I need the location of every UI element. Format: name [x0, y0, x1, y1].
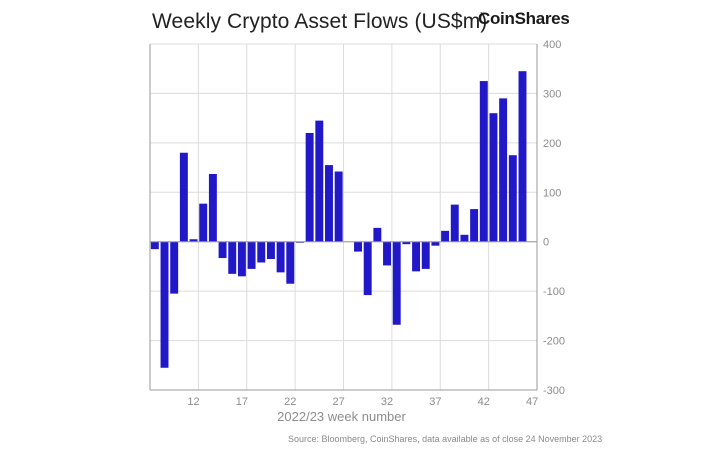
x-tick-label: 27 — [333, 396, 345, 408]
y-tick-label: 300 — [543, 88, 561, 100]
y-tick-label: 100 — [543, 187, 561, 199]
bar-week-40 — [460, 234, 469, 242]
x-tick-label: 22 — [284, 396, 296, 408]
bar-week-10 — [170, 241, 179, 294]
bar-week-42 — [479, 81, 488, 242]
bar-week-43 — [489, 113, 498, 242]
bar-week-46 — [518, 71, 527, 242]
bar-week-41 — [470, 209, 479, 242]
bar-week-16 — [228, 241, 237, 274]
y-tick-label: 400 — [543, 39, 561, 51]
bar-week-11 — [179, 152, 188, 242]
bar-week-22 — [286, 241, 295, 284]
y-tick-label: -100 — [543, 286, 565, 298]
bar-week-13 — [199, 203, 208, 242]
bar-week-33 — [392, 241, 401, 325]
source-note: Source: Bloomberg, CoinShares, data avai… — [288, 434, 603, 444]
bar-week-34 — [402, 241, 411, 245]
bar-week-38 — [441, 230, 450, 242]
x-tick-label: 17 — [236, 396, 248, 408]
x-tick-label: 37 — [429, 396, 441, 408]
bar-week-15 — [218, 241, 227, 259]
bar-week-8 — [150, 241, 159, 250]
bar-week-32 — [383, 241, 392, 266]
bar-week-35 — [412, 241, 421, 272]
y-tick-label: 200 — [543, 138, 561, 150]
chart-title: Weekly Crypto Asset Flows (US$m) — [152, 10, 488, 33]
bar-week-37 — [431, 241, 440, 246]
bar-week-45 — [508, 155, 517, 242]
bar-week-29 — [354, 241, 362, 252]
bar-week-31 — [373, 227, 382, 242]
y-tick-label: 0 — [543, 237, 549, 249]
bar-week-20 — [266, 241, 275, 260]
coinshares-logo: CoinShares — [478, 9, 570, 28]
bar-week-30 — [363, 241, 372, 296]
bar-week-19 — [257, 241, 266, 263]
bar-week-12 — [189, 239, 198, 242]
x-tick-label: 47 — [526, 396, 538, 408]
x-tick-label: 42 — [478, 396, 490, 408]
x-tick-label: 12 — [187, 396, 199, 408]
x-axis-label: 2022/23 week number — [277, 409, 406, 424]
bar-week-24 — [305, 132, 314, 242]
bar-week-26 — [325, 165, 333, 242]
bar-week-18 — [247, 241, 256, 269]
y-tick-label: -300 — [543, 385, 565, 397]
bar-week-21 — [276, 241, 285, 273]
bar-week-9 — [160, 241, 169, 368]
y-tick-label: -200 — [543, 336, 565, 348]
bar-week-17 — [237, 241, 246, 277]
x-tick-label: 32 — [381, 396, 393, 408]
bar-week-25 — [315, 120, 324, 242]
bar-week-27 — [334, 171, 343, 242]
bar-week-39 — [450, 204, 459, 242]
bar-week-44 — [499, 98, 508, 242]
bar-week-36 — [421, 241, 430, 269]
bar-week-14 — [208, 173, 217, 242]
